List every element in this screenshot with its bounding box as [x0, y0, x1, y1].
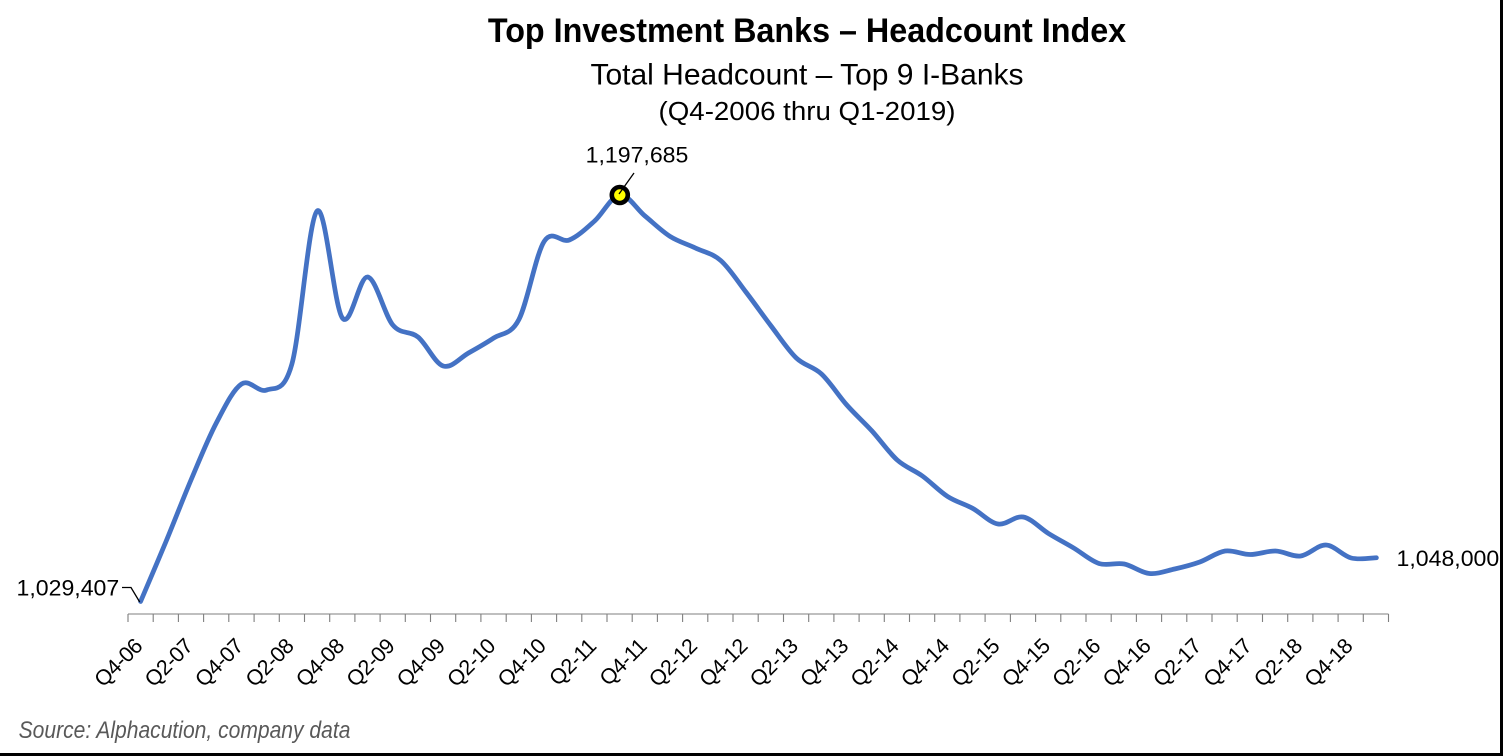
svg-text:Source: Alphacution, company d: Source: Alphacution, company data [19, 717, 351, 744]
svg-text:1,029,407: 1,029,407 [17, 576, 120, 600]
svg-text:Total Headcount – Top 9 I-Bank: Total Headcount – Top 9 I-Banks [590, 58, 1023, 91]
svg-text:Top Investment Banks – Headcou: Top Investment Banks – Headcount Index [488, 12, 1127, 50]
svg-text:1,048,000: 1,048,000 [1397, 546, 1500, 570]
svg-text:1,197,685: 1,197,685 [586, 143, 689, 167]
svg-text:(Q4-2006 thru Q1-2019): (Q4-2006 thru Q1-2019) [659, 97, 956, 126]
